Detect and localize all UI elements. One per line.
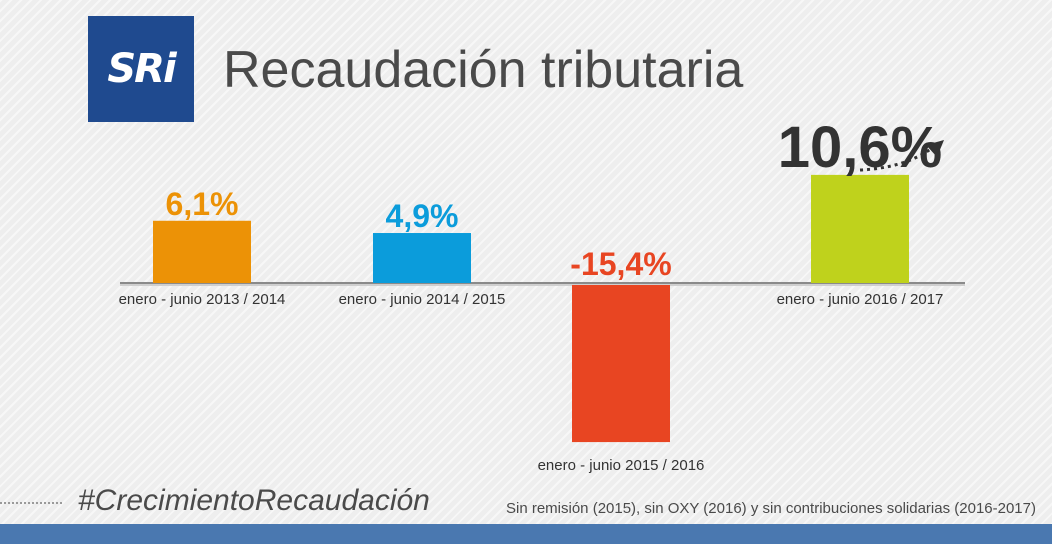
dotted-divider (0, 502, 62, 504)
bar-3 (572, 285, 670, 443)
growth-arrow-line (859, 146, 933, 172)
value-label-1: 6,1% (166, 186, 239, 222)
page-title: Recaudación tributaria (223, 41, 744, 99)
category-label-2: enero - junio 2014 / 2015 (339, 291, 506, 308)
bar-4 (811, 174, 909, 283)
category-label-4: enero - junio 2016 / 2017 (777, 291, 944, 308)
value-label-4: 10,6% (778, 115, 942, 180)
sri-logo: SRi (88, 16, 194, 122)
bar-1 (153, 220, 251, 283)
footnote: Sin remisión (2015), sin OXY (2016) y si… (506, 500, 1036, 517)
value-label-2: 4,9% (386, 198, 459, 234)
bar-2 (373, 233, 471, 283)
logo-text: SRi (107, 46, 176, 92)
growth-arrow-head (926, 140, 944, 157)
category-label-3: enero - junio 2015 / 2016 (538, 457, 705, 474)
bottom-bar (0, 524, 1052, 544)
value-label-3: -15,4% (570, 246, 671, 282)
category-label-1: enero - junio 2013 / 2014 (119, 291, 286, 308)
hashtag: #CrecimientoRecaudación (78, 484, 430, 517)
